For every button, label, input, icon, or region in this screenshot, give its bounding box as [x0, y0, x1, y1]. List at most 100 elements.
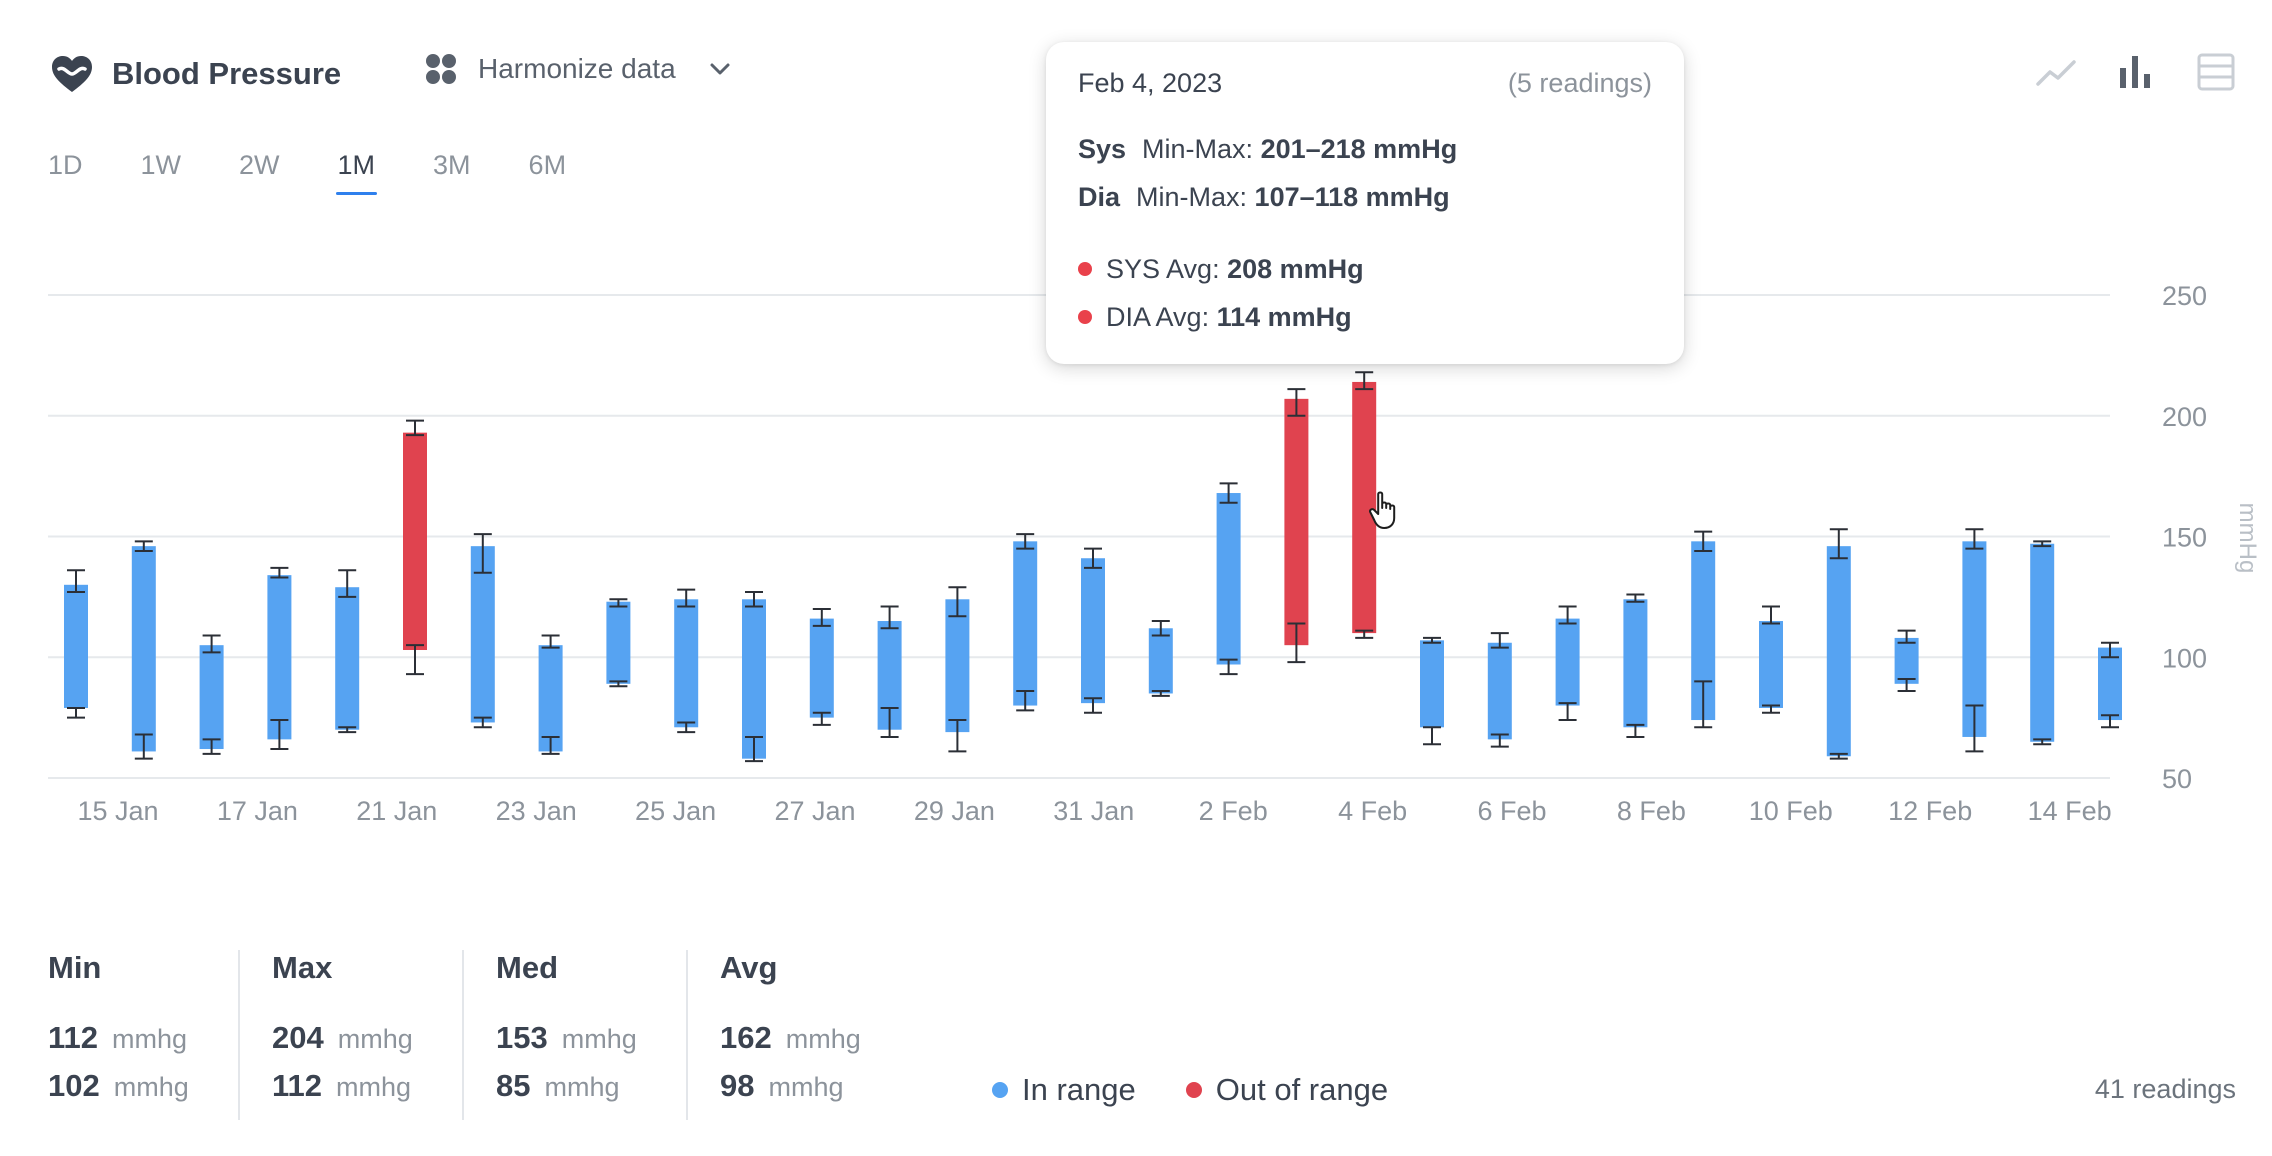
bar-chart-icon[interactable]	[2114, 50, 2158, 94]
bp-bar	[1894, 637, 1919, 684]
x-tick-label: 8 Feb	[1617, 796, 1686, 826]
stat-max-label: Max	[272, 950, 333, 985]
bp-bar	[199, 645, 224, 750]
time-range-tabs: 1D 1W 2W 1M 3M 6M	[48, 150, 624, 195]
bp-bar	[1623, 599, 1648, 728]
stat-max: Max 204 mmhg 112 mmhg	[272, 950, 413, 1120]
bp-bar	[1759, 621, 1783, 708]
x-tick-label: 4 Feb	[1338, 796, 1407, 826]
tooltip-dia-avg-label: DIA Avg:	[1106, 302, 1217, 332]
bp-bar	[809, 618, 834, 718]
tab-range-1w[interactable]: 1W	[140, 150, 182, 180]
tooltip-dia-text: Min-Max:	[1136, 182, 1255, 212]
stat-unit: mmhg	[785, 1024, 861, 1054]
bp-bar	[131, 546, 156, 752]
bp-bar	[64, 584, 88, 708]
tab-range-6m[interactable]: 6M	[528, 150, 567, 180]
bp-bar	[742, 599, 766, 759]
chevron-down-icon	[710, 63, 730, 75]
tab-range-1m[interactable]: 1M	[335, 150, 377, 195]
bp-bar	[2030, 543, 2055, 742]
x-tick-label: 23 Jan	[496, 796, 577, 826]
stat-med-dia: 85	[496, 1068, 531, 1103]
harmonize-data-dropdown[interactable]: Harmonize data	[424, 52, 732, 86]
x-tick-label: 6 Feb	[1477, 796, 1546, 826]
bp-bar	[1216, 493, 1241, 665]
blood-pressure-chart[interactable]: 50 100 150 200 250 mmHg 15 Jan 17 Jan 21 Jan 23 J…	[0, 0, 2272, 880]
tooltip-readings-count: (5 readings)	[1507, 68, 1652, 98]
bp-bar	[1148, 628, 1173, 694]
bp-bar	[1284, 398, 1309, 646]
tooltip-dia-avg-value: 114 mmHg	[1216, 302, 1352, 332]
stat-unit: mmhg	[544, 1072, 620, 1102]
view-switcher	[1998, 50, 2238, 94]
tooltip-dia-label: Dia	[1078, 182, 1121, 212]
brand: Blood Pressure	[48, 50, 341, 98]
legend-in-range: In range	[992, 1072, 1136, 1108]
tooltip-dia-row: Dia Min-Max: 107–118 mmHg	[1078, 182, 1450, 213]
bp-bar	[335, 587, 360, 730]
tooltip-sys-avg-value: 208 mmHg	[1227, 254, 1364, 284]
bp-bar	[538, 645, 563, 752]
stat-med: Med 153 mmhg 85 mmhg	[496, 950, 637, 1120]
stat-med-sys: 153	[496, 1020, 548, 1055]
grid-dots-icon	[426, 54, 456, 84]
stat-max-sys: 204	[272, 1020, 324, 1055]
tooltip-sys-row: Sys Min-Max: 201–218 mmHg	[1078, 134, 1457, 165]
table-icon[interactable]	[2194, 50, 2238, 94]
legend-out-of-range-label: Out of range	[1215, 1072, 1389, 1107]
tab-range-3m[interactable]: 3M	[433, 150, 471, 180]
tooltip-sys-avg-row: SYS Avg: 208 mmHg	[1078, 254, 1364, 285]
stat-divider	[686, 950, 688, 1120]
y-tick-label: 50	[2162, 764, 2192, 794]
bp-bar	[470, 546, 495, 723]
x-tick-label: 25 Jan	[635, 796, 716, 826]
bp-bar	[606, 601, 631, 684]
readings-count: 41 readings	[2094, 1074, 2236, 1104]
stat-divider	[462, 950, 464, 1120]
bp-bar	[674, 599, 699, 728]
tooltip-sys-value: 201–218 mmHg	[1260, 134, 1458, 164]
stat-max-dia: 112	[272, 1068, 323, 1103]
bp-bar	[945, 599, 970, 733]
stat-min-sys: 112	[48, 1020, 99, 1055]
tab-range-2w[interactable]: 2W	[239, 150, 280, 180]
tooltip-sys-text: Min-Max:	[1142, 134, 1261, 164]
stat-unit: mmhg	[337, 1024, 413, 1054]
bp-bar	[1487, 642, 1512, 740]
sys-avg-dot	[1078, 262, 1092, 276]
y-tick-label: 250	[2162, 281, 2207, 311]
x-tick-label: 2 Feb	[1199, 796, 1268, 826]
stat-min-dia: 102	[48, 1068, 100, 1103]
tooltip-sys-label: Sys	[1078, 134, 1127, 164]
line-chart-icon[interactable]	[2034, 50, 2078, 94]
page-title: Blood Pressure	[112, 56, 342, 91]
x-tick-label: 15 Jan	[77, 796, 158, 826]
bp-bar	[1013, 541, 1038, 706]
bp-bar	[1352, 381, 1377, 634]
legend-out-of-range: Out of range	[1185, 1072, 1389, 1108]
stat-unit: mmhg	[112, 1024, 188, 1054]
bp-bar	[1081, 558, 1105, 704]
stat-avg-label: Avg	[720, 950, 778, 985]
stat-unit: mmhg	[113, 1072, 189, 1102]
heart-icon	[52, 56, 92, 92]
bp-bar	[403, 432, 427, 651]
stat-unit: mmhg	[768, 1072, 844, 1102]
y-axis-unit-label: mmHg	[2234, 503, 2261, 574]
tooltip-date: Feb 4, 2023	[1078, 68, 1223, 98]
tab-range-1d[interactable]: 1D	[48, 150, 83, 180]
stat-unit: mmhg	[561, 1024, 637, 1054]
stat-min-label: Min	[48, 950, 102, 985]
x-tick-label: 21 Jan	[356, 796, 437, 826]
dia-avg-dot	[1078, 310, 1092, 324]
chart-legend: In range Out of range	[992, 1072, 1438, 1108]
bp-bar	[1826, 546, 1851, 757]
legend-in-range-dot	[992, 1082, 1008, 1098]
tooltip-dia-value: 107–118 mmHg	[1254, 182, 1450, 212]
stat-divider	[238, 950, 240, 1120]
bp-bar	[267, 575, 292, 740]
stat-min: Min 112 mmhg 102 mmhg	[48, 950, 189, 1120]
legend-in-range-label: In range	[1022, 1072, 1136, 1107]
stat-unit: mmhg	[336, 1072, 412, 1102]
